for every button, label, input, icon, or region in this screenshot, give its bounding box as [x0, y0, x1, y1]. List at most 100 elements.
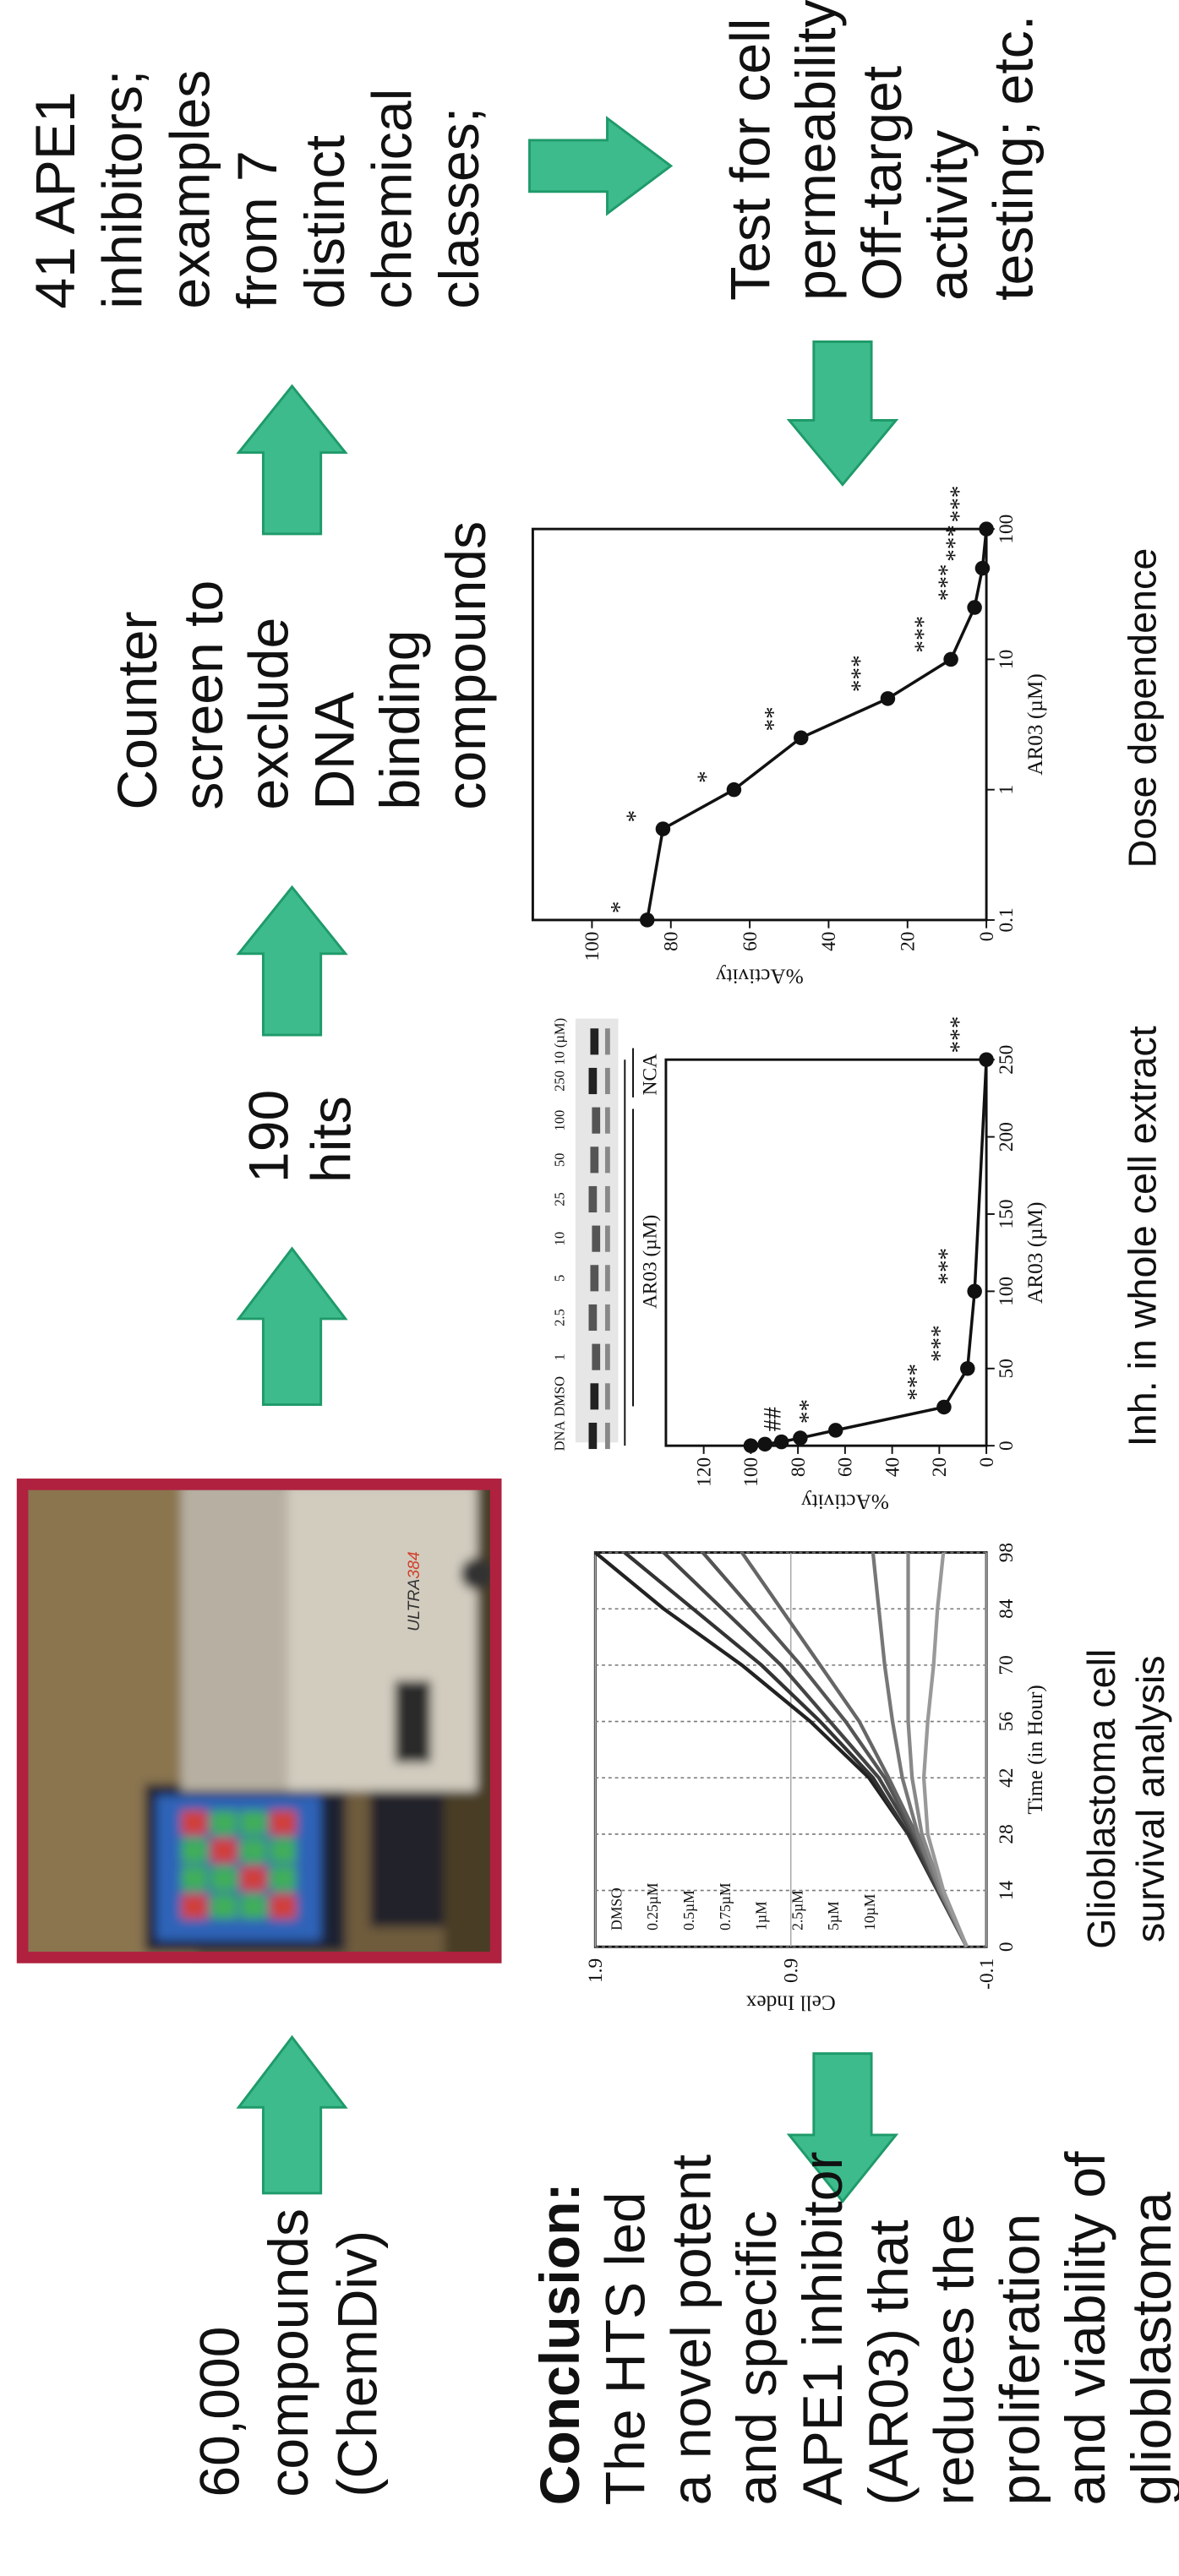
photo-model: 384	[405, 1551, 423, 1579]
significance-label: ***	[942, 525, 969, 562]
gel-band	[590, 1265, 599, 1292]
data-point	[974, 560, 991, 576]
x-tick-label: 1	[996, 785, 1018, 795]
x-tick-label: 98	[996, 1543, 1018, 1562]
gel-band	[590, 1028, 599, 1055]
gel-band	[604, 1146, 610, 1174]
legend-label: 0.5µM	[680, 1890, 697, 1931]
step-text: permeability	[785, 0, 848, 301]
step-text: 41 APE1	[25, 91, 87, 308]
step-text: compounds	[435, 521, 498, 810]
instrument	[287, 1483, 478, 1791]
data-point	[936, 1399, 952, 1415]
instrument-top	[181, 1483, 297, 1791]
photo-frame	[16, 1479, 502, 1963]
gel-control-label: NCA	[639, 1054, 661, 1095]
y-tick-label: 0	[976, 1457, 998, 1468]
gel-lane-label: 10	[551, 1232, 567, 1246]
y-tick-label: 100	[581, 932, 603, 961]
photo-brand: ULTRA	[405, 1579, 423, 1631]
y-axis-title: %Activity	[715, 964, 803, 988]
conclusion-text: glioblastoma	[1121, 2192, 1179, 2505]
data-point	[943, 651, 958, 667]
screen-cell	[270, 1865, 297, 1892]
x-tick-label: 10	[996, 650, 1018, 669]
step-text: activity	[917, 130, 980, 301]
x-tick-label: 56	[996, 1712, 1018, 1731]
data-point	[794, 730, 809, 746]
step-text: examples	[159, 70, 221, 309]
instrument-slot	[395, 1680, 431, 1763]
y-tick-label: 80	[788, 1457, 810, 1477]
significance-label: *	[622, 810, 649, 823]
legend-label: DMSO	[608, 1887, 625, 1931]
arrow	[236, 2034, 348, 2195]
gel-lane-label: 10 (µM)	[551, 1018, 567, 1065]
gel-lane-label: 1	[551, 1353, 567, 1360]
y-axis-title: %Activity	[801, 1490, 889, 1514]
x-tick-label: 50	[996, 1359, 1018, 1378]
gel-band	[604, 1265, 610, 1292]
step-text: screen to	[172, 580, 235, 810]
screen-cell	[270, 1894, 297, 1920]
arrow	[786, 2052, 899, 2203]
data-point	[655, 821, 671, 836]
y-tick-label: 60	[835, 1457, 857, 1477]
y-tick-label: 20	[898, 932, 920, 951]
data-point	[757, 1436, 772, 1452]
gel-band	[588, 1185, 598, 1213]
step-text: Test for cell	[719, 19, 782, 301]
step-text: (ChemDiv)	[327, 2230, 390, 2497]
gel-band	[604, 1028, 610, 1055]
data-line	[662, 1551, 969, 1948]
step-text: hits	[301, 1096, 363, 1183]
gel-band	[588, 1422, 598, 1450]
y-tick-label: 100	[740, 1457, 762, 1487]
step-text: testing; etc.	[983, 15, 1045, 301]
gel-lane-label: 250	[551, 1070, 567, 1092]
significance-label: **	[760, 706, 787, 731]
legend-label: 2.5µM	[789, 1890, 805, 1931]
gel-band	[592, 1225, 601, 1252]
arrow	[528, 116, 674, 216]
significance-label: ***	[903, 1364, 931, 1401]
data-line	[623, 1550, 969, 1948]
screen-cell	[240, 1865, 267, 1892]
x-axis-title: AR03 (µM)	[1023, 673, 1047, 776]
x-tick-label: 28	[996, 1824, 1018, 1844]
data-point	[979, 1052, 994, 1067]
plot-frame	[531, 527, 988, 922]
screen-cell	[210, 1865, 237, 1892]
gel-band	[592, 1343, 601, 1370]
step-text: binding	[369, 629, 432, 809]
data-point	[726, 782, 742, 798]
step-text: exclude	[238, 618, 301, 810]
step-text: 60,000	[188, 2326, 251, 2497]
arrow	[236, 384, 348, 536]
plot-frame	[664, 1058, 988, 1447]
gel-band	[604, 1225, 610, 1252]
y-tick-label: 120	[693, 1457, 715, 1487]
x-tick-label: 250	[996, 1045, 1018, 1075]
y-tick-label: 40	[818, 932, 840, 951]
screen-cell	[181, 1838, 208, 1864]
y-tick-label: 20	[929, 1457, 951, 1477]
x-axis-title: Time (in Hour)	[1023, 1685, 1047, 1814]
gel-band	[590, 1146, 599, 1174]
gel-band	[604, 1107, 610, 1134]
x-tick-label: 84	[996, 1598, 1018, 1619]
mouse	[460, 1557, 494, 1591]
gel-band	[604, 1383, 610, 1410]
gel-band	[604, 1304, 610, 1332]
step-text: classes;	[428, 107, 491, 309]
screen-cell	[270, 1838, 297, 1864]
conclusion-text: (AR03) that	[858, 2219, 920, 2505]
gel-lane-label: 2.5	[551, 1309, 567, 1326]
data-point	[773, 1434, 789, 1450]
step-text: from 7	[227, 150, 289, 308]
significance-label: ***	[926, 1325, 953, 1362]
significance-label: ##	[760, 1407, 787, 1432]
data-line	[906, 1552, 969, 1948]
y-tick-label: 80	[661, 932, 683, 951]
